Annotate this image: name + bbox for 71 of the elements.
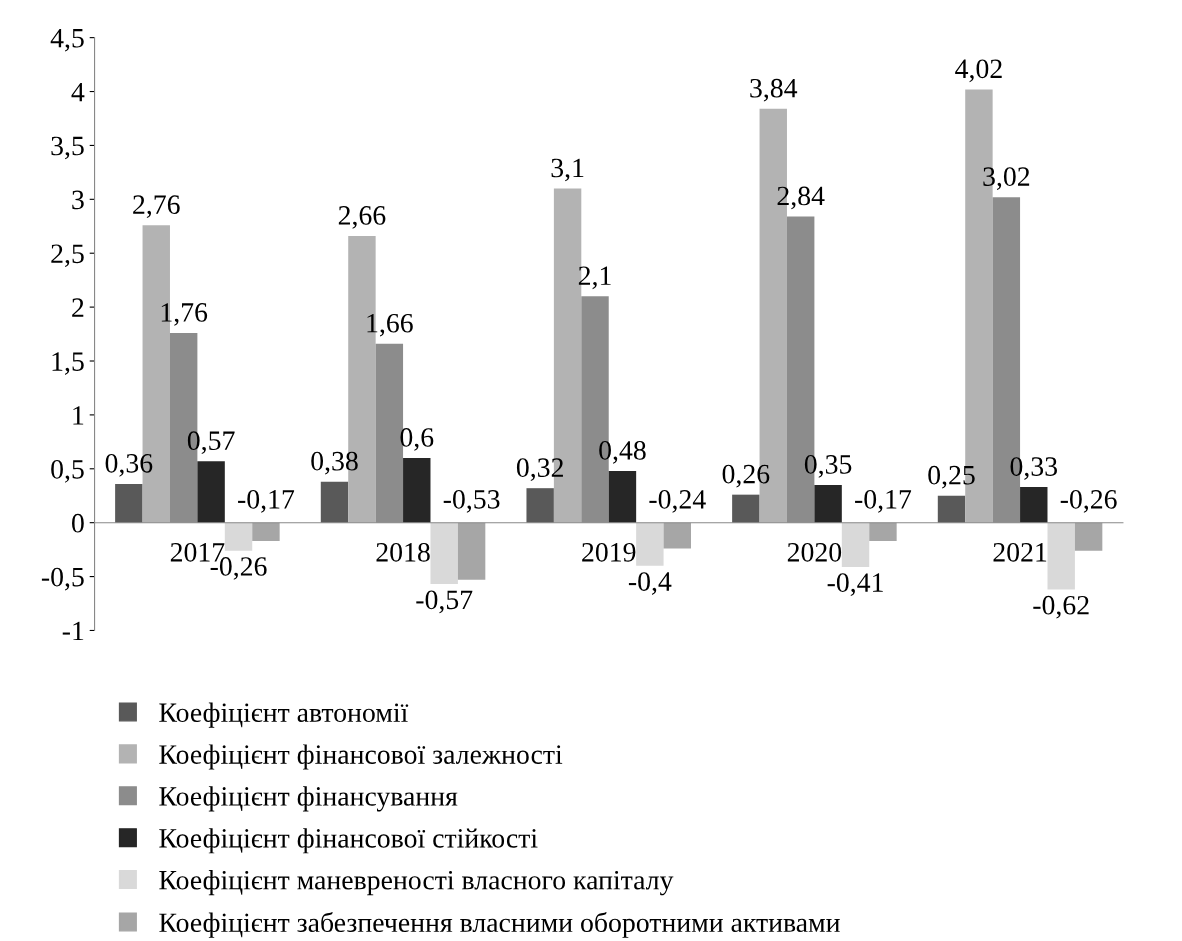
y-tick-label: 1 <box>73 406 84 425</box>
data-label: 0,6 <box>400 428 434 451</box>
x-tick-label: 2020 <box>787 542 842 562</box>
data-label: 0,38 <box>311 451 358 475</box>
data-label: -0,41 <box>827 573 883 596</box>
y-tick-label: 1,5 <box>52 352 84 375</box>
legend-label: Коефіцієнт автономії <box>159 702 409 728</box>
data-label: 0,26 <box>722 464 770 488</box>
bar <box>636 522 664 566</box>
y-tick-label: 0 <box>72 513 84 533</box>
x-tick-label: 2018 <box>376 542 430 562</box>
data-label: 2,1 <box>578 266 611 290</box>
bar <box>252 522 280 542</box>
data-label: -0,4 <box>628 572 672 595</box>
bar <box>197 461 225 523</box>
bar <box>1074 522 1103 551</box>
bar <box>937 495 966 523</box>
data-label: -0,17 <box>855 489 912 513</box>
y-tick-label: 2,5 <box>51 244 84 268</box>
data-label: 0,33 <box>1010 457 1057 480</box>
data-label: -0,17 <box>238 489 295 513</box>
legend-label: Коефіцієнт забезпечення власними оборотними активами <box>159 911 840 938</box>
y-tick-label: 2 <box>72 298 84 317</box>
bar <box>526 488 554 523</box>
data-label: 0,25 <box>928 465 975 489</box>
data-label: -0,53 <box>443 489 500 513</box>
data-label: 0,57 <box>187 431 235 455</box>
bar <box>732 494 760 523</box>
bar <box>115 483 143 523</box>
data-label: 0,35 <box>804 455 852 478</box>
y-tick-label: 4,5 <box>50 28 84 52</box>
y-tick-label: -1 <box>62 621 84 641</box>
bar <box>403 458 431 523</box>
data-label: -0,62 <box>1033 595 1089 619</box>
bar <box>841 522 870 567</box>
bar <box>869 522 897 542</box>
data-label: 1,76 <box>161 303 208 326</box>
bar <box>430 522 458 585</box>
data-label: 4,02 <box>955 59 1002 83</box>
data-label: 2,66 <box>338 206 386 229</box>
data-label: -0,57 <box>416 590 473 614</box>
legend-label: Коефіцієнт фінансування <box>159 786 458 812</box>
y-tick-label: 0,5 <box>51 459 84 483</box>
data-label: 0,32 <box>516 458 563 481</box>
y-tick-label: 4 <box>71 82 85 102</box>
y-tick-label: 3,5 <box>51 136 84 160</box>
data-label: 3,84 <box>750 78 798 102</box>
x-tick-label: 2021 <box>993 542 1047 562</box>
data-label: 0,48 <box>599 441 646 464</box>
legend-label: Коефіцієнт маневреності власного капіталу <box>159 870 674 896</box>
data-label: 2,76 <box>133 195 180 218</box>
bar <box>320 481 349 523</box>
data-label: -0,24 <box>649 489 706 513</box>
bar <box>663 522 691 549</box>
data-label: 0,36 <box>105 453 153 477</box>
legend-label: Коефіцієнт фінансової залежності <box>159 744 563 770</box>
bar <box>224 522 253 551</box>
y-tick-label: 3 <box>72 190 84 210</box>
data-label: 3,02 <box>983 167 1030 190</box>
legend-label: Коефіцієнт фінансової стійкості <box>159 828 538 854</box>
data-label: 2,84 <box>777 186 825 210</box>
bar <box>1047 522 1075 590</box>
data-label: -0,26 <box>1060 489 1117 513</box>
bar <box>608 470 637 523</box>
data-label: 3,1 <box>551 158 584 182</box>
y-tick-label: -0,5 <box>41 567 84 591</box>
bar <box>1020 487 1048 523</box>
x-tick-label: 2019 <box>582 542 636 562</box>
data-label: 1,66 <box>367 313 413 337</box>
bar <box>814 484 842 523</box>
bar <box>457 522 486 580</box>
